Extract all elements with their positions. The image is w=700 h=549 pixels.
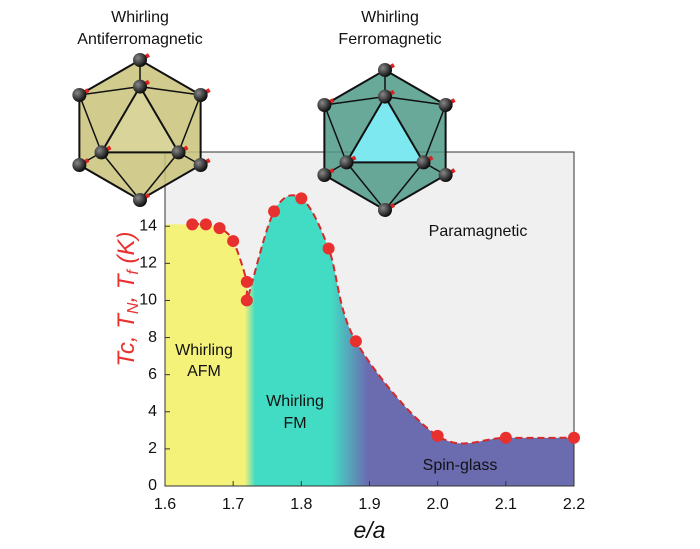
inset-label: Ferromagnetic (338, 31, 441, 48)
ico-edge (384, 161, 425, 211)
phase-boundary (192, 194, 575, 445)
atom (94, 145, 109, 160)
atom (171, 145, 186, 160)
atom (133, 53, 147, 67)
ico-edge (100, 151, 141, 201)
y-axis-label-part: , T (113, 272, 140, 302)
icosahedron (72, 53, 211, 207)
atom (317, 98, 332, 112)
y-axis-label-part: Tc, T (113, 312, 140, 367)
atom (339, 155, 354, 170)
y-tick-label: 2 (148, 440, 157, 457)
data-point (499, 431, 512, 444)
annotation: Paramagnetic (429, 223, 528, 240)
atom (133, 79, 147, 94)
atom (317, 168, 332, 182)
y-tick-label: 0 (148, 477, 157, 494)
x-tick-label: 2.1 (495, 496, 517, 513)
data-point (349, 335, 362, 348)
inset-label: Antiferromagnetic (77, 31, 202, 48)
x-tick-label: 1.8 (290, 496, 312, 513)
ico-edge (78, 94, 103, 153)
atom (416, 155, 431, 170)
x-tick-label: 2.2 (563, 496, 585, 513)
ico-face (344, 94, 426, 164)
y-tick-label: 12 (139, 255, 157, 272)
annotation: Whirling (266, 393, 324, 410)
ico-edge (422, 104, 447, 163)
data-point (568, 431, 580, 444)
y-tick-label: 4 (148, 403, 157, 420)
ico-edge (323, 104, 348, 163)
y-axis-label-part: N (125, 302, 142, 314)
atom (72, 88, 87, 102)
ico-edge (79, 85, 141, 96)
x-tick-label: 1.7 (222, 496, 244, 513)
y-axis-label: Tc, TN, Tf (K) (113, 231, 142, 366)
inset-label: Whirling (361, 9, 419, 26)
data-point (295, 192, 308, 205)
y-axis-label-part: f (125, 269, 142, 275)
atom (193, 88, 208, 102)
atom (438, 168, 453, 182)
data-point (199, 218, 212, 231)
data-point (213, 222, 226, 235)
data-point (186, 218, 199, 231)
ico-edge (139, 85, 201, 96)
ico-edge (324, 95, 386, 106)
atom (378, 63, 392, 77)
annotation: Spin-glass (423, 457, 498, 474)
data-point (240, 294, 253, 307)
y-tick-label: 8 (148, 329, 157, 346)
inset-label: Whirling (111, 9, 169, 26)
x-tick-label: 1.9 (358, 496, 380, 513)
insets: Whirling Antiferromagnetic Whirling Ferroma… (72, 9, 456, 217)
phase-area (165, 195, 574, 486)
ico-edge (139, 151, 180, 201)
data-point (268, 205, 281, 218)
atom (378, 203, 392, 217)
atom (72, 158, 87, 172)
y-axis-label-part: (K) (113, 231, 140, 270)
y-tick-label: 6 (148, 366, 157, 383)
ico-edge (345, 161, 386, 211)
atom (378, 89, 392, 104)
y-tick-label: 10 (139, 292, 157, 309)
x-axis-label: e/a (354, 517, 386, 543)
ico-edge (177, 94, 202, 153)
annotation: AFM (187, 363, 221, 380)
y-tick-label: 14 (139, 217, 157, 234)
ico-face (99, 84, 181, 154)
annotation: FM (283, 415, 306, 432)
atom (193, 158, 208, 172)
x-tick-label: 1.6 (154, 496, 176, 513)
icosahedron (317, 63, 456, 217)
x-tick-label: 2.0 (427, 496, 449, 513)
atom (133, 193, 147, 207)
data-point (240, 275, 253, 288)
data-point (322, 242, 335, 255)
ico-edge (384, 95, 446, 106)
atom (438, 98, 453, 112)
data-point (431, 429, 444, 442)
data-point (227, 235, 240, 248)
annotation: Whirling (175, 342, 233, 359)
